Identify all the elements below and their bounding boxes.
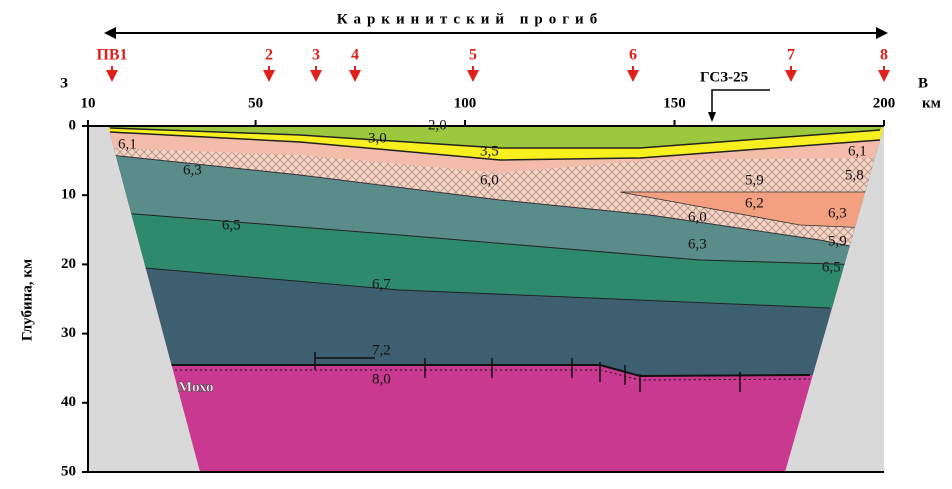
- shot-point-arrow: [467, 70, 479, 82]
- shot-point-arrow: [785, 70, 797, 82]
- x-tick-label: 10: [81, 95, 96, 111]
- velocity: 5,9: [745, 172, 764, 188]
- moho-line: [165, 364, 811, 378]
- layers: [108, 126, 884, 472]
- boundary: [109, 154, 871, 251]
- title: Каркинитский прогиб: [337, 11, 603, 27]
- y-tick-label: 0: [69, 117, 77, 133]
- station-label: ГСЗ-25: [700, 69, 748, 85]
- shot-point-arrow: [263, 70, 275, 82]
- moho-label: Мохо: [178, 379, 214, 395]
- shot-point-label: 4: [351, 47, 359, 64]
- y-tick-label: 40: [61, 394, 76, 410]
- arrow: [876, 27, 888, 39]
- velocity: 6,3: [688, 236, 707, 252]
- x-tick-label: 100: [454, 95, 477, 111]
- shot-point-label: 2: [265, 47, 273, 64]
- boundary: [109, 211, 871, 266]
- station-arrow: [708, 112, 716, 122]
- y-tick-label: 20: [61, 256, 76, 272]
- x-unit: км: [922, 95, 941, 111]
- y-tick-label: 30: [61, 325, 76, 341]
- shot-point-label: 7: [787, 47, 795, 64]
- velocity: 8,0: [372, 371, 391, 387]
- velocity: 6,3: [828, 205, 847, 221]
- shot-point-arrow: [106, 70, 118, 82]
- boundary: [109, 131, 881, 161]
- velocity: 5,8: [845, 167, 864, 183]
- velocity: 6,1: [848, 143, 867, 159]
- shot-point-arrow: [878, 70, 890, 82]
- velocity: 3,5: [480, 143, 499, 159]
- y-axis-label: Глубина, км: [19, 259, 35, 341]
- velocity: 6,2: [745, 195, 764, 211]
- boundary: [109, 127, 881, 149]
- velocity: 6,7: [372, 276, 391, 292]
- y-tick-label: 50: [61, 463, 76, 479]
- shot-point-label: ПВ1: [96, 47, 127, 64]
- velocity: 6,0: [480, 172, 499, 188]
- velocity: 6,3: [183, 162, 202, 178]
- y-tick-label: 10: [61, 187, 76, 203]
- velocity: 3,0: [368, 130, 387, 146]
- shot-point-arrow: [349, 70, 361, 82]
- moho-markers: [314, 352, 741, 392]
- velocity: 6,5: [822, 259, 841, 275]
- shot-point-label: 6: [629, 47, 637, 64]
- layer-2: [108, 126, 884, 148]
- arrow: [104, 27, 116, 39]
- shot-point-label: 3: [312, 47, 320, 64]
- title-bg: [255, 8, 685, 30]
- station-pointer: [711, 89, 770, 118]
- velocity: 6,5: [222, 217, 241, 233]
- velocity: 7,2: [372, 342, 391, 358]
- shot-point-arrow: [310, 70, 322, 82]
- shot-points: ПВ1 2 3 4 5 6 7 8: [96, 47, 890, 82]
- shot-point-label: 5: [469, 47, 477, 64]
- boundary: [109, 264, 831, 309]
- west-label: З: [60, 75, 68, 91]
- velocity: 5,9: [828, 233, 847, 249]
- shot-point-arrow: [627, 70, 639, 82]
- shot-point-label: 8: [880, 47, 888, 64]
- moho-dotted: [165, 369, 811, 381]
- east-label: В: [918, 75, 928, 91]
- x-tick-label: 200: [873, 95, 896, 111]
- x-tick-label: 50: [248, 95, 263, 111]
- velocity: 6,1: [118, 136, 137, 152]
- velocity: 2,0: [428, 117, 447, 133]
- velocity: 6,0: [688, 209, 707, 225]
- x-tick-label: 150: [663, 95, 686, 111]
